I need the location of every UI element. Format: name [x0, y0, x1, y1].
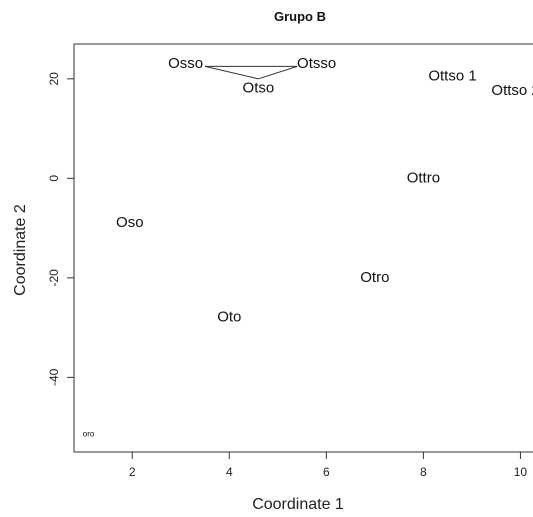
- plot-frame: [73, 43, 533, 453]
- connector-line: [258, 65, 298, 80]
- point-label: Oso: [116, 214, 144, 231]
- point-label: Osso: [168, 55, 203, 72]
- point-labels: Osso Otsso Otso Ottso 1 Ottso 2 Ottro Oso Otro O…: [83, 55, 533, 439]
- y-tick-label: 0: [47, 175, 61, 182]
- x-tick-label: 10: [514, 465, 528, 479]
- point-label: oro: [83, 430, 95, 439]
- y-tick-label: -40: [47, 368, 61, 386]
- y-tick-label: -20: [47, 269, 61, 287]
- connector-lines: [204, 65, 298, 80]
- x-tick-label: 4: [226, 465, 233, 479]
- axes-group: 2 4 6 8 10 20 0 -20 -40: [47, 43, 533, 479]
- connector-line: [204, 65, 259, 80]
- x-axis-label: Coordinate 1: [252, 496, 344, 513]
- x-tick-label: 8: [420, 465, 427, 479]
- y-axis-label: Coordinate 2: [12, 204, 29, 296]
- x-tick-label: 6: [323, 465, 330, 479]
- y-tick-label: 20: [47, 72, 61, 86]
- point-label: Ottso 1: [428, 67, 476, 84]
- point-label: Ottso 2: [491, 82, 533, 99]
- x-tick-label: 2: [129, 465, 136, 479]
- point-label: Otsso: [297, 55, 336, 72]
- point-label: Otso: [243, 80, 275, 97]
- point-label: Ottro: [407, 169, 440, 186]
- chart-title: Grupo B: [274, 9, 326, 24]
- point-label: Otro: [360, 269, 389, 286]
- point-label: Oto: [217, 309, 241, 326]
